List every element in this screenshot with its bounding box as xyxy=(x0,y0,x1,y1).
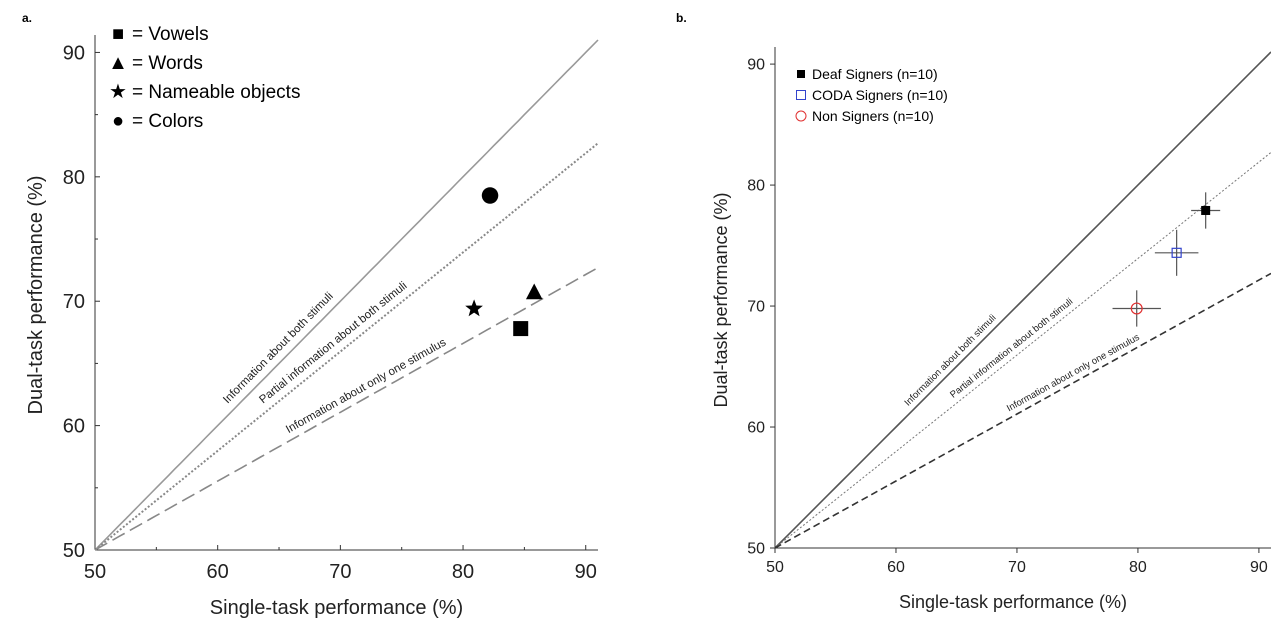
reference-line-dashed xyxy=(94,266,599,551)
legend-marker xyxy=(796,90,806,100)
legend-entry: = Words xyxy=(132,53,203,74)
x-tick-label: 50 xyxy=(84,561,106,583)
legend-symbol: ■ xyxy=(112,23,124,45)
legend-entry: Deaf Signers (n=10) xyxy=(812,66,938,82)
y-tick-label: 90 xyxy=(63,42,85,64)
x-tick-label: 70 xyxy=(329,561,351,583)
reference-line-solid xyxy=(774,51,1271,549)
x-tick-label: 70 xyxy=(1008,559,1026,576)
x-tick-label: 90 xyxy=(1250,559,1268,576)
data-point-non-signers-n-10 xyxy=(1130,302,1143,315)
y-tick-label: 60 xyxy=(63,416,85,438)
legend-entry: Non Signers (n=10) xyxy=(812,108,934,124)
reference-line-label: Information about only one stimulus xyxy=(284,337,448,436)
data-point-colors xyxy=(481,187,499,204)
y-tick-label: 70 xyxy=(63,291,85,313)
data-point-deaf-signers-n-10 xyxy=(1201,205,1211,215)
y-tick-label: 80 xyxy=(747,178,765,195)
legend-entry: CODA Signers (n=10) xyxy=(812,87,948,103)
data-point-words xyxy=(525,283,543,300)
panel-label: b. xyxy=(676,11,687,25)
chart-panel-a: a. 50 60 70 80 90 50 60 70 80 90 Single-task perfor… xyxy=(22,11,599,619)
y-tick-label: 80 xyxy=(63,167,85,189)
y-axis-label: Dual-task performance (%) xyxy=(711,192,731,407)
reference-line-dotted xyxy=(94,142,599,551)
reference-line-solid xyxy=(94,39,599,551)
x-axis-label: Single-task performance (%) xyxy=(899,592,1127,612)
y-tick-label: 60 xyxy=(747,420,765,437)
data-point-coda-signers-n-10 xyxy=(1171,247,1182,258)
legend-entry: = Colors xyxy=(132,111,203,132)
x-tick-label: 60 xyxy=(887,559,905,576)
x-tick-label: 80 xyxy=(452,561,474,583)
legend-entry: = Vowels xyxy=(132,24,209,45)
data-point-nameable-objects xyxy=(465,299,483,317)
legend-symbol: ★ xyxy=(109,81,127,103)
x-tick-label: 90 xyxy=(575,561,597,583)
y-tick-label: 50 xyxy=(747,541,765,558)
legend-marker xyxy=(797,70,805,78)
reference-line-dashed xyxy=(774,272,1271,549)
y-tick-label: 50 xyxy=(63,540,85,562)
legend-symbol: ● xyxy=(112,110,124,132)
reference-line-dotted xyxy=(774,152,1271,549)
panel-label: a. xyxy=(22,11,32,25)
legend-symbol: ▲ xyxy=(108,52,128,74)
x-tick-label: 50 xyxy=(766,559,784,576)
data-point-vowels xyxy=(513,321,529,337)
legend-marker xyxy=(795,110,807,122)
x-tick-label: 80 xyxy=(1129,559,1147,576)
x-axis-label: Single-task performance (%) xyxy=(210,597,463,619)
legend-entry: = Nameable objects xyxy=(132,82,300,103)
x-tick-label: 60 xyxy=(207,561,229,583)
y-tick-label: 90 xyxy=(747,57,765,74)
y-tick-label: 70 xyxy=(747,299,765,316)
y-axis-label: Dual-task performance (%) xyxy=(25,176,47,415)
chart-panel-b: b. 50 60 70 80 90 50 60 70 80 90 Single-task perfor… xyxy=(676,11,1271,612)
